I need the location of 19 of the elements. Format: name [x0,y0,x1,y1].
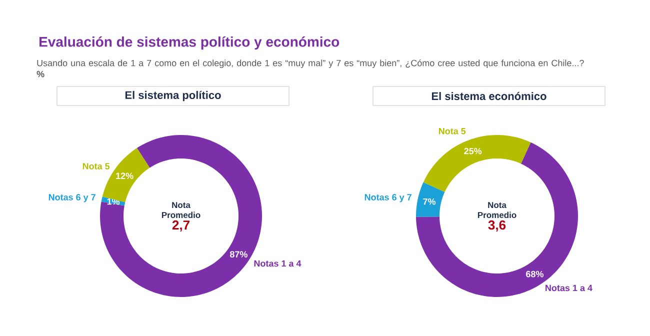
slice-label: Notas 1 a 4 [546,284,592,292]
data-label: 68% [526,270,544,278]
slice-label: Notas 1 a 4 [254,260,302,267]
slice-label: Nota 5 [82,163,110,170]
text: 3,6 [488,220,506,232]
slice-label: Nota 5 [438,128,466,134]
text: Nota Promedio [162,202,200,218]
data-label: 25% [464,148,482,154]
data-label: 7% [423,198,436,205]
data-label: 87% [230,251,248,258]
chart-title: El sistema político [125,90,221,102]
text: 2,7 [172,220,190,232]
slice-label: Notas 6 y 7 [364,194,412,202]
data-label: 12% [116,172,134,180]
text: Evaluación de sistemas político y económico [39,36,340,50]
slice-label: Notas 6 y 7 [48,194,96,202]
chart-title: El sistema económico [432,92,546,100]
text: Usando una escala de 1 a 7 como en el colegio, donde 1 es “muy mal” y 7 es “muy bien”, ¿Cómo cree usted que funciona en Chile...? % [36,60,584,78]
text: Nota Promedio [478,202,516,218]
